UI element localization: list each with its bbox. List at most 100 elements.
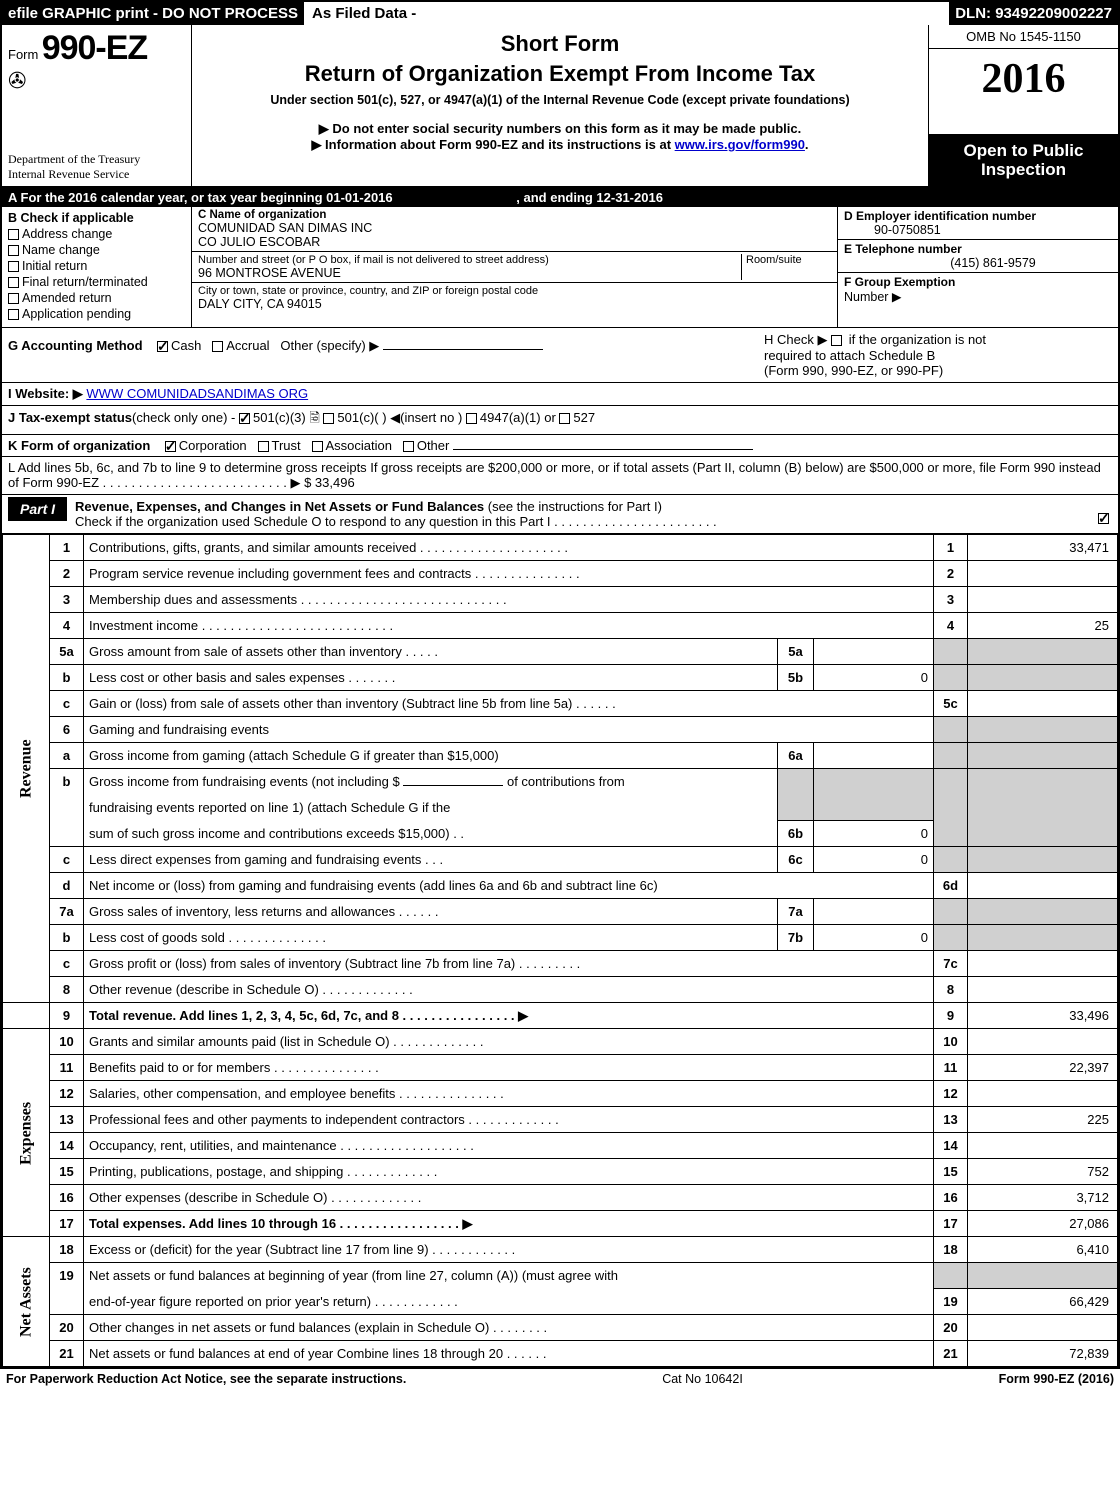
ssn-warning: ▶ Do not enter social security numbers o… [200, 121, 920, 137]
chk-amended[interactable]: Amended return [8, 291, 185, 305]
omb-number: OMB No 1545-1150 [929, 25, 1118, 49]
footer-left: For Paperwork Reduction Act Notice, see … [6, 1372, 406, 1386]
chk-pending[interactable]: Application pending [8, 307, 185, 321]
footer-mid: Cat No 10642I [406, 1372, 998, 1386]
line-7b: b Less cost of goods sold . . . . . . . … [3, 925, 1118, 951]
line-15: 15 Printing, publications, postage, and … [3, 1159, 1118, 1185]
j-label: J Tax-exempt status [8, 410, 132, 425]
chk-final[interactable]: Final return/terminated [8, 275, 185, 289]
footer-right: Form 990-EZ (2016) [999, 1372, 1114, 1386]
open-public-badge: Open to Public Inspection [929, 135, 1118, 186]
form-990ez: efile GRAPHIC print - DO NOT PROCESS As … [0, 0, 1120, 1369]
org-name-1: COMUNIDAD SAN DIMAS INC [198, 221, 831, 235]
part-badge: Part I [8, 497, 67, 521]
chk-address[interactable]: Address change [8, 227, 185, 241]
treasury-dept: Department of the Treasury [8, 152, 185, 167]
line-14: 14 Occupancy, rent, utilities, and maint… [3, 1133, 1118, 1159]
phone-value: (415) 861-9579 [844, 256, 1112, 270]
b-title: B Check if applicable [8, 211, 185, 225]
contrib-blank[interactable] [403, 785, 503, 786]
d-block: D Employer identification number 90-0750… [838, 207, 1118, 240]
chk-4947[interactable] [466, 413, 477, 424]
header-right: OMB No 1545-1150 2016 Open to Public Ins… [928, 25, 1118, 186]
org-name-2: CO JULIO ESCOBAR [198, 235, 831, 249]
row-a-begin: A For the 2016 calendar year, or tax yea… [8, 190, 393, 205]
part-i-header: Part I Revenue, Expenses, and Changes in… [2, 495, 1118, 534]
g-other-line[interactable] [383, 349, 543, 350]
expenses-vlabel: Expenses [3, 1029, 50, 1237]
part-title-b: Revenue, Expenses, and Changes in Net As… [75, 499, 484, 514]
chk-h[interactable] [831, 335, 842, 346]
line-6c: c Less direct expenses from gaming and f… [3, 847, 1118, 873]
line-5a: 5a Gross amount from sale of assets othe… [3, 639, 1118, 665]
form-header: Form 990-EZ ✇ Department of the Treasury… [2, 25, 1118, 188]
row-l: L Add lines 5b, 6c, and 7b to line 9 to … [2, 457, 1118, 495]
chk-accrual[interactable] [212, 341, 223, 352]
chk-501c3[interactable] [239, 413, 250, 424]
line-7c: c Gross profit or (loss) from sales of i… [3, 951, 1118, 977]
c-name-label: C Name of organization [198, 209, 831, 221]
line-21: 21 Net assets or fund balances at end of… [3, 1341, 1118, 1367]
chk-initial[interactable]: Initial return [8, 259, 185, 273]
k-label: K Form of organization [8, 438, 150, 453]
chk-501c[interactable] [323, 413, 334, 424]
part-check-text: Check if the organization used Schedule … [75, 514, 717, 529]
line-7a: 7a Gross sales of inventory, less return… [3, 899, 1118, 925]
col-def: D Employer identification number 90-0750… [838, 207, 1118, 327]
i-label: I Website: ▶ [8, 386, 83, 401]
chk-trust[interactable] [258, 441, 269, 452]
info-period: . [805, 137, 809, 152]
line-13: 13 Professional fees and other payments … [3, 1107, 1118, 1133]
c-city-block: City or town, state or province, country… [192, 283, 837, 313]
h-block: H Check ▶ if the organization is not req… [758, 328, 1118, 382]
line-2: 2 Program service revenue including gove… [3, 561, 1118, 587]
e-block: E Telephone number (415) 861-9579 [838, 240, 1118, 273]
row-gh: G Accounting Method Cash Accrual Other (… [2, 328, 1118, 383]
line-3: 3 Membership dues and assessments . . . … [3, 587, 1118, 613]
d-label: D Employer identification number [844, 209, 1112, 223]
line-5b: b Less cost or other basis and sales exp… [3, 665, 1118, 691]
j-paren: (check only one) - [132, 410, 235, 425]
chk-name[interactable]: Name change [8, 243, 185, 257]
line-12: 12 Salaries, other compensation, and emp… [3, 1081, 1118, 1107]
f-label: F Group Exemption [844, 275, 955, 289]
g-label: G Accounting Method [8, 338, 143, 353]
row-k: K Form of organization Corporation Trust… [2, 435, 1118, 457]
chk-cash[interactable] [157, 341, 168, 352]
g-other: Other (specify) ▶ [280, 338, 379, 353]
line-6b-1: b Gross income from fundraising events (… [3, 769, 1118, 795]
line-18: Net Assets 18 Excess or (deficit) for th… [3, 1237, 1118, 1263]
website-link[interactable]: WWW COMUNIDADSANDIMAS ORG [86, 386, 308, 401]
h-text3: required to attach Schedule B [764, 348, 935, 363]
chk-assoc[interactable] [312, 441, 323, 452]
h-text1: H Check ▶ [764, 332, 827, 347]
chk-other-org[interactable] [403, 441, 414, 452]
line-17: 17 Total expenses. Add lines 10 through … [3, 1211, 1118, 1237]
lines-table: Revenue 1 Contributions, gifts, grants, … [2, 534, 1118, 1367]
f-label2: Number ▶ [844, 290, 902, 304]
row-i: I Website: ▶ WWW COMUNIDADSANDIMAS ORG [2, 383, 1118, 406]
chk-schedule-o[interactable] [1098, 513, 1109, 524]
line-1: Revenue 1 Contributions, gifts, grants, … [3, 535, 1118, 561]
line-4: 4 Investment income . . . . . . . . . . … [3, 613, 1118, 639]
street-label: Number and street (or P O box, if mail i… [198, 254, 741, 266]
line-19b: end-of-year figure reported on prior yea… [3, 1289, 1118, 1315]
open-public-2: Inspection [931, 160, 1116, 180]
part-title: Revenue, Expenses, and Changes in Net As… [75, 495, 1098, 533]
line-6a: a Gross income from gaming (attach Sched… [3, 743, 1118, 769]
chk-527[interactable] [559, 413, 570, 424]
city-label: City or town, state or province, country… [198, 285, 831, 297]
line-20: 20 Other changes in net assets or fund b… [3, 1315, 1118, 1341]
h-text2: if the organization is not [849, 332, 986, 347]
part-title-rest: (see the instructions for Part I) [484, 499, 662, 514]
efile-bar: efile GRAPHIC print - DO NOT PROCESS As … [2, 2, 1118, 25]
l-amount: $ 33,496 [304, 475, 355, 490]
line-6b-3: sum of such gross income and contributio… [3, 821, 1118, 847]
chk-corp[interactable] [165, 441, 176, 452]
irs-link[interactable]: www.irs.gov/form990 [675, 137, 805, 152]
row-j: J Tax-exempt status(check only one) - 50… [2, 406, 1118, 435]
tax-year: 2016 [929, 49, 1118, 135]
col-c: C Name of organization COMUNIDAD SAN DIM… [192, 207, 838, 327]
k-other-line[interactable] [453, 449, 753, 450]
line-5c: c Gain or (loss) from sale of assets oth… [3, 691, 1118, 717]
